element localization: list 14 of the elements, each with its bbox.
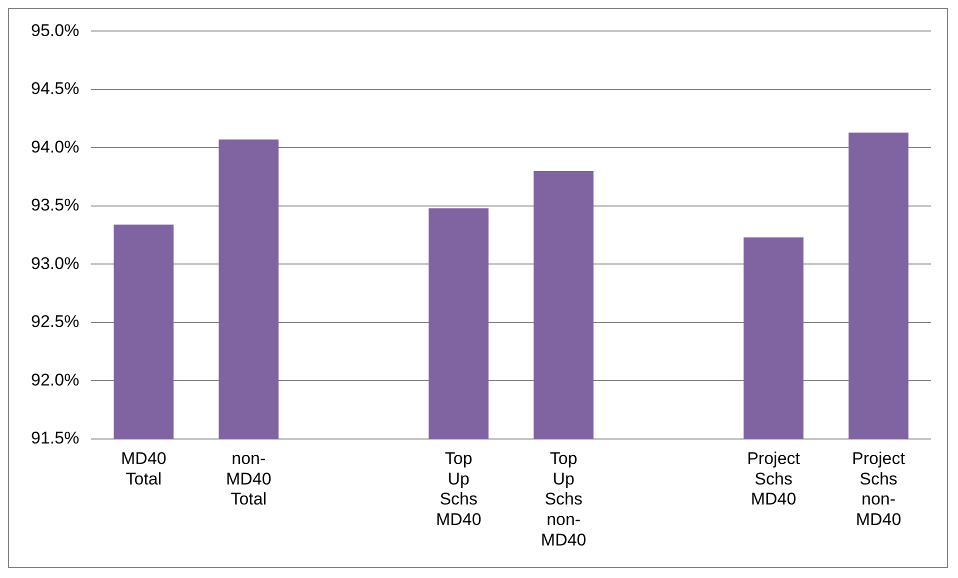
y-tick-label: 94.5% — [31, 79, 80, 98]
x-tick-label: Top Up Schs non-MD40 — [540, 448, 586, 550]
y-tick-label: 92.5% — [31, 312, 80, 332]
y-tick-label: 95.0% — [31, 20, 80, 40]
y-tick-label: 94.0% — [31, 137, 80, 156]
x-tick-label: non-MD40 Total — [226, 448, 272, 509]
x-tick-label: Top Up Schs MD40 — [436, 448, 482, 530]
x-tick-label: Project Schs MD40 — [747, 448, 800, 509]
y-tick-label: 93.5% — [31, 196, 80, 215]
x-tick-label: MD40 Total — [121, 448, 166, 488]
y-tick-label: 92.0% — [31, 370, 80, 390]
x-tick-label: Project Schs non-MD40 — [852, 448, 906, 530]
y-tick-label: 93.0% — [31, 254, 80, 273]
y-tick-label: 91.5% — [31, 428, 80, 448]
